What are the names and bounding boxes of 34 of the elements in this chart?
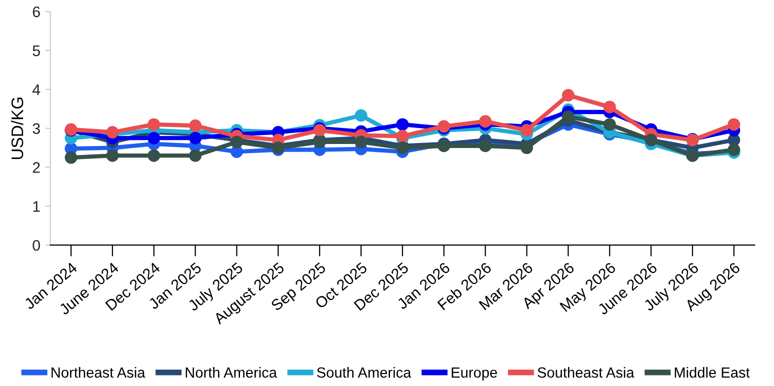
point <box>148 149 160 162</box>
point <box>562 89 574 102</box>
point <box>396 118 409 131</box>
y-tick-label: 4 <box>32 84 40 95</box>
legend-label: Middle East <box>674 367 750 378</box>
y-tick-label: 5 <box>32 46 40 56</box>
point <box>189 119 202 132</box>
legend-label: North America <box>186 367 278 378</box>
point <box>354 109 368 122</box>
y-tick-label: 6 <box>32 6 40 18</box>
y-tick-label: 3 <box>32 123 40 134</box>
point <box>520 142 534 154</box>
point <box>64 151 78 164</box>
point <box>603 100 616 114</box>
y-tick-label: 2 <box>32 162 40 173</box>
point <box>728 118 740 131</box>
point <box>106 149 119 162</box>
legend-label: Europe <box>452 368 497 381</box>
point <box>603 118 616 131</box>
y-tick-label: 0 <box>32 240 40 251</box>
point <box>562 110 574 123</box>
legend-label: Southeast Asia <box>538 367 634 378</box>
point <box>230 145 244 158</box>
y-axis-title: USD/KG <box>11 98 24 160</box>
point <box>189 132 202 144</box>
legend-label: Northeast Asia <box>52 367 146 378</box>
point <box>354 136 368 148</box>
legend-label: South America <box>317 367 412 378</box>
y-tick-label: 1 <box>33 201 40 212</box>
point <box>189 149 202 162</box>
point <box>148 118 160 131</box>
point <box>148 132 160 144</box>
point <box>479 115 492 128</box>
point <box>520 124 534 137</box>
